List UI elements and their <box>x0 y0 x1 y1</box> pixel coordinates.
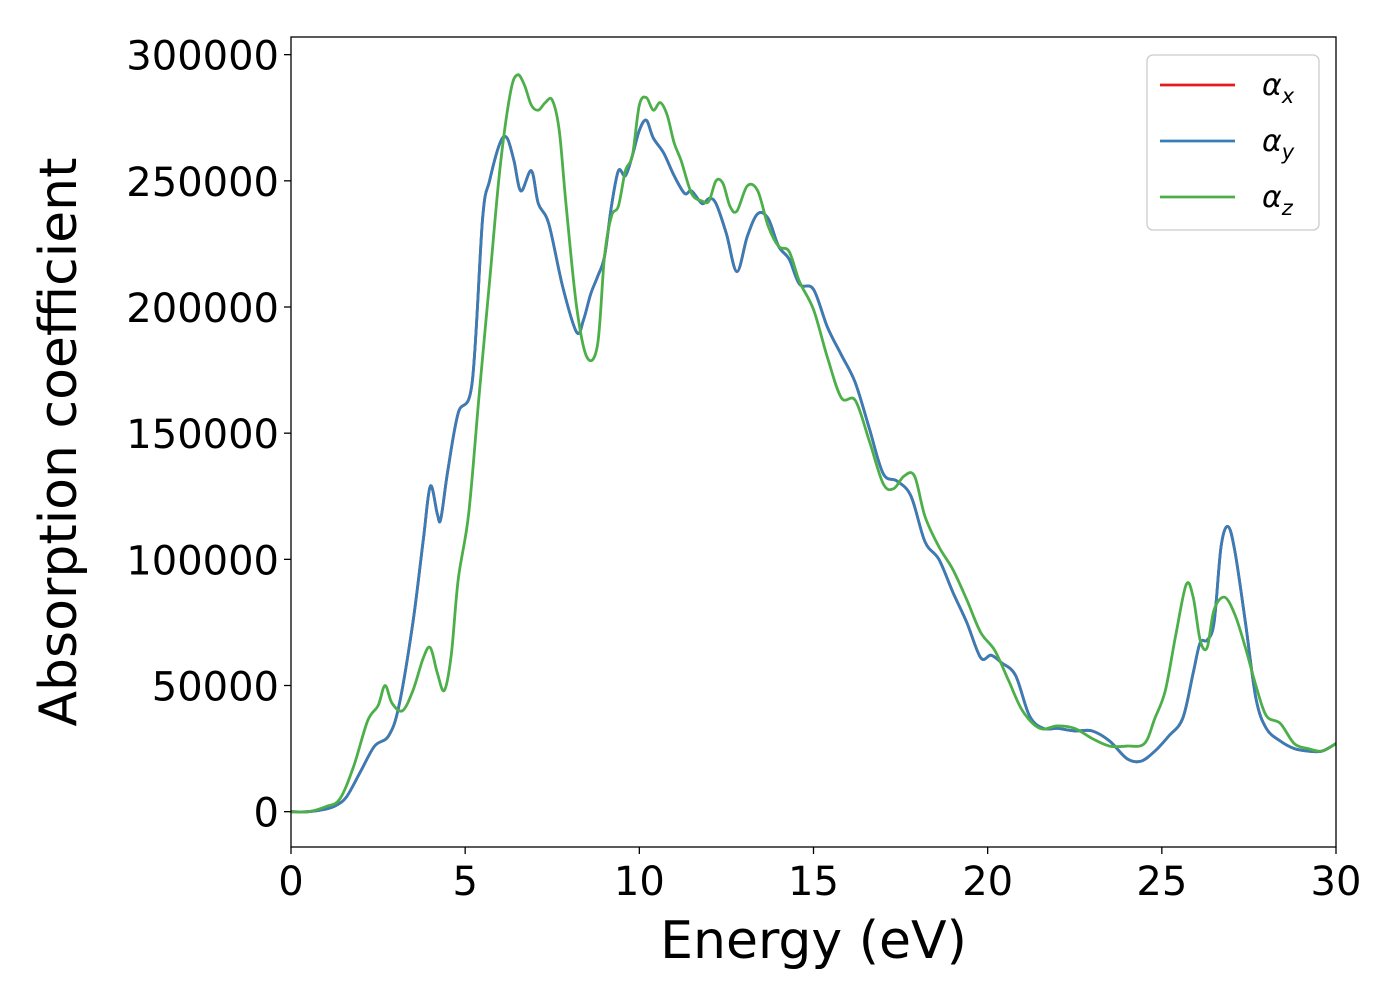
y-axis-label: Absorption coefficient <box>29 157 89 726</box>
x-tick-label: 30 <box>1311 859 1362 905</box>
x-axis-label: Energy (eV) <box>660 911 967 971</box>
x-tick-label: 20 <box>962 859 1013 905</box>
y-tick-label: 0 <box>254 791 279 837</box>
x-axis-ticks: 0 5 10 15 20 25 30 <box>278 847 1361 905</box>
x-tick-label: 25 <box>1136 859 1187 905</box>
legend-label-z: αz <box>1262 180 1294 220</box>
y-tick-label: 200000 <box>126 286 279 332</box>
legend: αx αy αz <box>1146 54 1320 231</box>
x-tick-label: 0 <box>278 859 303 905</box>
y-tick-label: 150000 <box>126 412 279 458</box>
y-tick-label: 100000 <box>126 538 279 584</box>
series-line-y <box>291 118 1336 814</box>
legend-box <box>1146 54 1320 231</box>
x-tick-label: 15 <box>788 859 839 905</box>
plot-lines <box>291 73 1336 814</box>
series-line-z <box>291 73 1336 814</box>
x-tick-label: 5 <box>452 859 477 905</box>
y-tick-label: 250000 <box>126 160 279 206</box>
legend-label-y: αy <box>1262 124 1295 164</box>
y-axis-ticks: 0 50000 100000 150000 200000 250000 300000 <box>126 34 291 837</box>
legend-label-x: αx <box>1262 68 1295 108</box>
y-tick-label: 50000 <box>152 665 279 711</box>
y-tick-label: 300000 <box>126 34 279 80</box>
x-tick-label: 10 <box>614 859 665 905</box>
